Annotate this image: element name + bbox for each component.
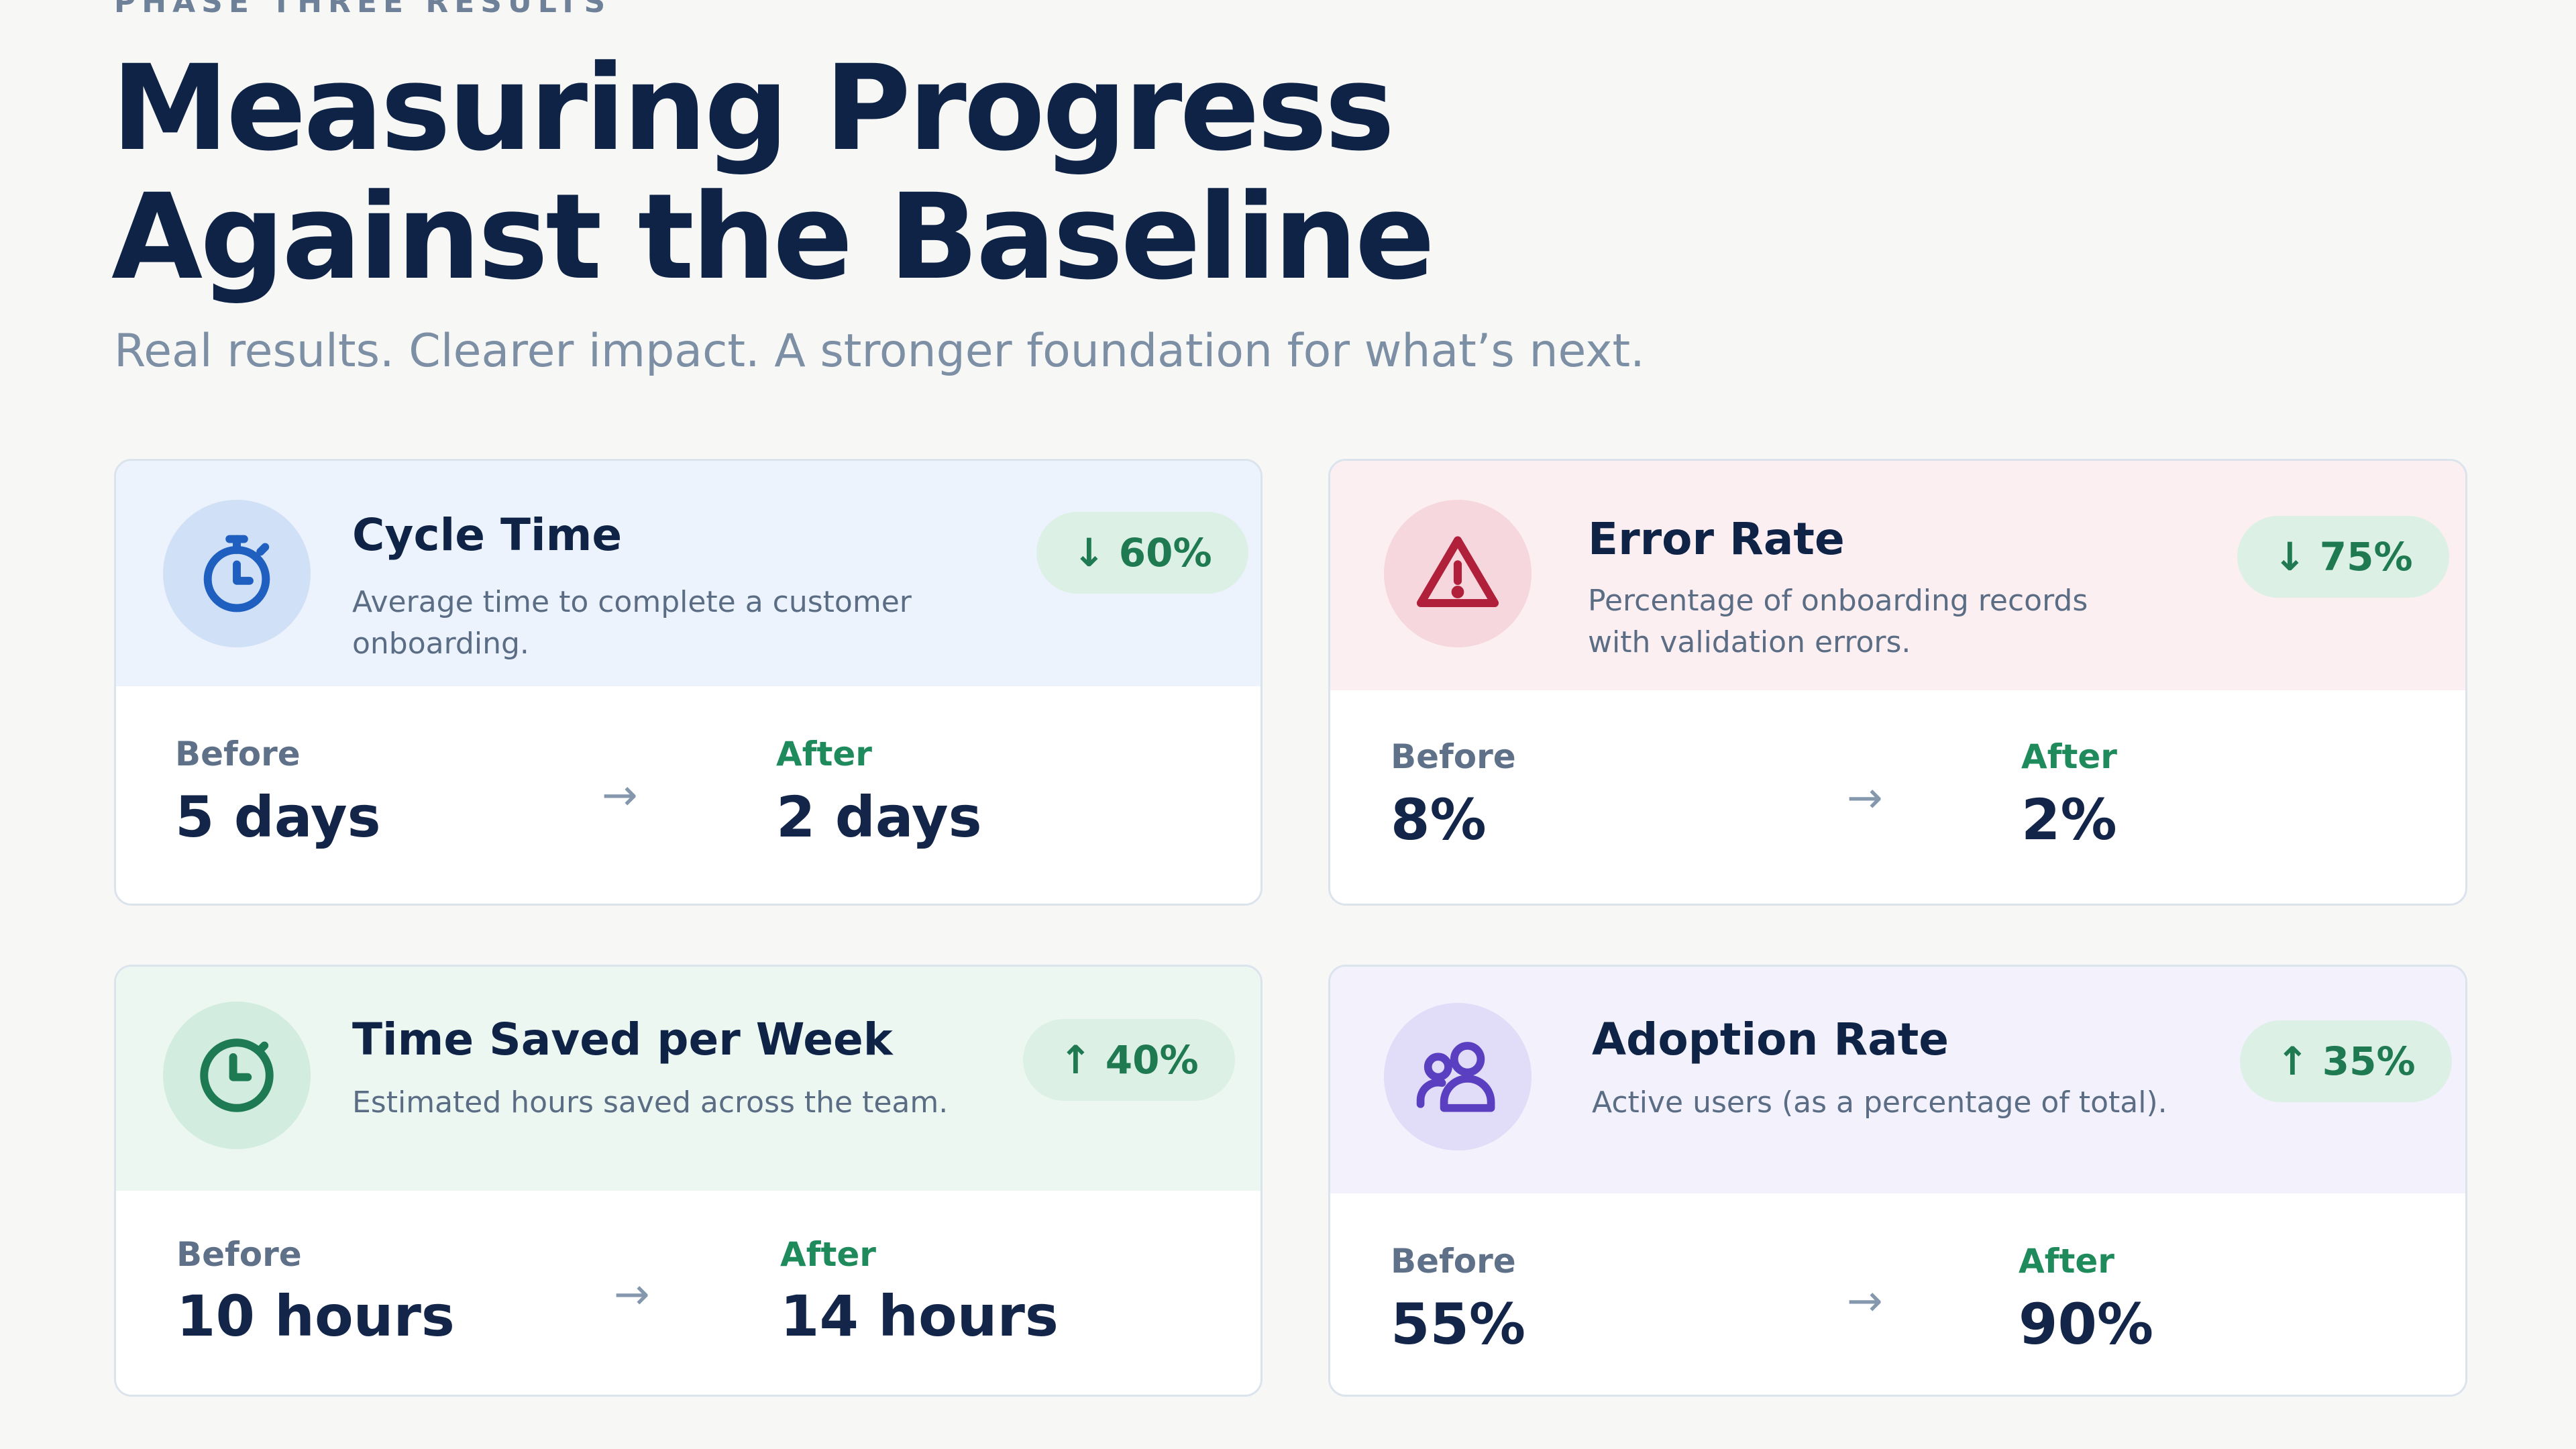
after-label: After bbox=[780, 1235, 876, 1274]
before-value: 5 days bbox=[175, 784, 381, 850]
page-subtitle: Real results. Clearer impact. A stronger… bbox=[114, 325, 1645, 378]
stopwatch-icon bbox=[203, 535, 270, 612]
after-value: 14 hours bbox=[780, 1283, 1059, 1349]
card-title: Cycle Time bbox=[352, 509, 623, 561]
after-label: After bbox=[776, 735, 872, 773]
card-title: Error Rate bbox=[1588, 513, 1845, 565]
card-title: Adoption Rate bbox=[1592, 1014, 1949, 1065]
arrow-icon: → bbox=[1847, 773, 1883, 823]
icon-badge bbox=[163, 500, 311, 647]
after-label: After bbox=[2021, 737, 2117, 776]
icon-badge bbox=[1384, 1003, 1532, 1150]
before-label: Before bbox=[176, 1235, 302, 1274]
metric-card-cycle-time: Cycle Time Average time to complete a cu… bbox=[114, 459, 1263, 906]
icon-badge bbox=[1384, 500, 1532, 647]
after-value: 2 days bbox=[776, 784, 982, 850]
after-value: 2% bbox=[2021, 787, 2117, 853]
change-badge: ↓ 60% bbox=[1036, 512, 1248, 594]
eyebrow: PHASE THREE RESULTS bbox=[114, 0, 612, 19]
users-icon bbox=[1416, 1042, 1495, 1112]
metric-card-error-rate: Error Rate Percentage of onboarding reco… bbox=[1328, 459, 2467, 906]
change-badge: ↓ 75% bbox=[2237, 516, 2449, 598]
change-badge: ↑ 40% bbox=[1023, 1019, 1235, 1101]
card-title: Time Saved per Week bbox=[352, 1014, 893, 1065]
card-description: Percentage of onboarding records with va… bbox=[1588, 584, 2088, 659]
metric-card-adoption-rate: Adoption Rate Active users (as a percent… bbox=[1328, 965, 2467, 1397]
card-description: Average time to complete a customer onbo… bbox=[352, 585, 912, 661]
arrow-icon: → bbox=[602, 771, 638, 820]
card-description: Active users (as a percentage of total). bbox=[1592, 1085, 2167, 1120]
icon-badge bbox=[163, 1002, 311, 1149]
card-description: Estimated hours saved across the team. bbox=[352, 1085, 949, 1120]
title-line-2: Against the Baseline bbox=[111, 168, 1435, 306]
before-label: Before bbox=[1391, 737, 1516, 776]
warning-icon bbox=[1416, 536, 1499, 608]
after-value: 90% bbox=[2019, 1291, 2154, 1357]
before-value: 8% bbox=[1391, 787, 1487, 853]
change-badge: ↑ 35% bbox=[2240, 1020, 2452, 1102]
after-label: After bbox=[2019, 1242, 2114, 1281]
metric-card-time-saved: Time Saved per Week Estimated hours save… bbox=[114, 965, 1263, 1397]
before-value: 55% bbox=[1391, 1291, 1526, 1357]
before-value: 10 hours bbox=[176, 1283, 455, 1349]
before-label: Before bbox=[175, 735, 301, 773]
title-line-1: Measuring Progress bbox=[111, 40, 1395, 177]
clock-icon bbox=[200, 1038, 274, 1112]
arrow-icon: → bbox=[614, 1270, 650, 1320]
before-label: Before bbox=[1391, 1242, 1516, 1281]
page-title: Measuring Progress Against the Baseline bbox=[111, 44, 1435, 302]
arrow-icon: → bbox=[1847, 1277, 1883, 1326]
